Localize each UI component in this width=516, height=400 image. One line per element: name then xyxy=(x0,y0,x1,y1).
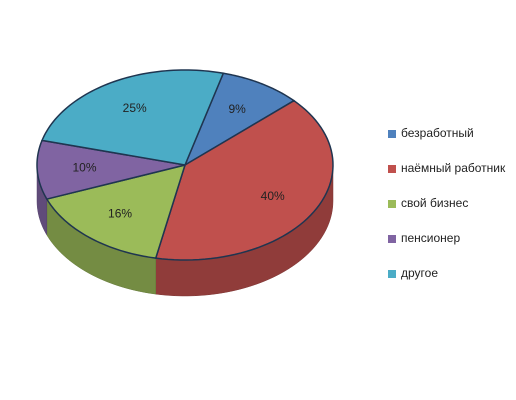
legend-swatch xyxy=(388,130,396,138)
legend-swatch xyxy=(388,270,396,278)
data-label: 40% xyxy=(261,189,285,203)
data-label: 9% xyxy=(228,102,246,116)
legend-label: свой бизнес xyxy=(401,196,468,210)
data-label: 10% xyxy=(72,161,96,175)
legend-swatch xyxy=(388,200,396,208)
legend-swatch xyxy=(388,235,396,243)
legend-label: другое xyxy=(401,266,438,280)
legend-label: пенсионер xyxy=(401,231,460,245)
legend-label: безработный xyxy=(401,126,474,140)
data-label: 25% xyxy=(123,101,147,115)
legend-label: наёмный работник xyxy=(401,161,506,175)
pie-slice xyxy=(40,69,225,166)
pie-slice xyxy=(154,99,334,261)
pie-slice xyxy=(45,163,187,259)
legend-swatch xyxy=(388,165,396,173)
data-label: 16% xyxy=(108,207,132,221)
pie-slice xyxy=(36,139,186,200)
pie-slice xyxy=(183,72,296,167)
